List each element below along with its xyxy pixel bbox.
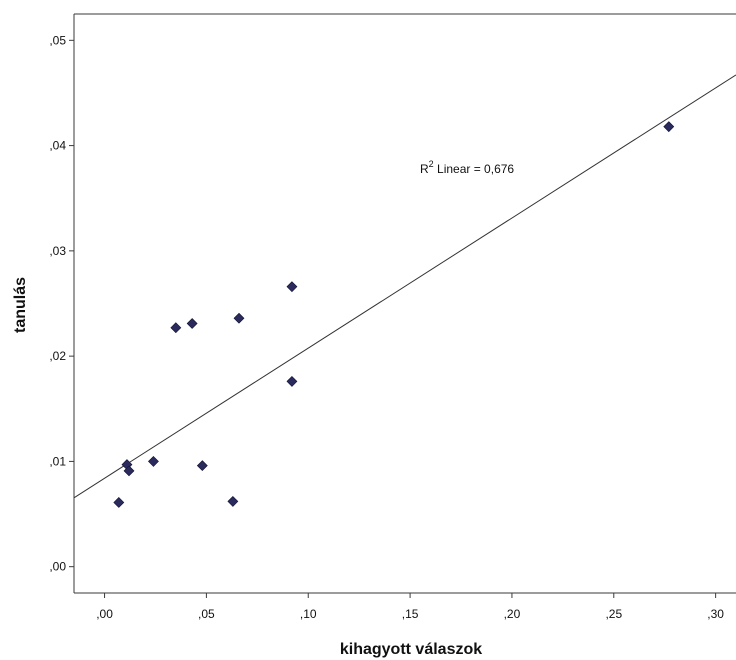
data-points [113,121,675,508]
data-point [227,495,239,507]
x-tick-label: ,25 [605,607,622,621]
data-point [170,322,182,334]
x-axis-title: kihagyott válaszok [340,641,482,658]
x-tick-label: ,10 [300,607,317,621]
data-point [123,465,135,477]
y-axis-ticks: ,00 ,01 ,02 ,03 ,04 ,05 [49,33,74,574]
data-point [113,497,125,508]
x-tick-label: ,20 [504,607,521,621]
data-point [286,281,298,293]
r-squared-superscript: 2 [429,159,434,169]
data-point [148,455,159,467]
x-tick-label: ,30 [707,607,724,621]
data-point [186,318,198,329]
data-point [286,375,298,387]
data-point [196,460,208,472]
axes [73,13,736,594]
data-point [663,121,675,133]
linear-fit-line [73,74,736,499]
x-tick-label: ,15 [402,607,419,621]
x-axis-ticks: ,00 ,05 ,10 ,15 ,20 ,25 ,30 [96,593,724,621]
r-squared-text: Linear = 0,676 [434,162,515,176]
r-squared-prefix: R [420,162,429,176]
y-tick-label: ,01 [49,454,66,468]
r-squared-annotation: R2 Linear = 0,676 [420,159,514,176]
fit-line-group [73,74,736,499]
y-tick-label: ,05 [49,33,66,47]
y-tick-label: ,04 [49,139,66,153]
x-tick-label: ,05 [198,607,215,621]
y-axis-title: tanulás [12,277,29,333]
y-tick-label: ,02 [49,349,66,363]
data-point [233,312,245,324]
x-tick-label: ,00 [96,607,113,621]
y-tick-label: ,03 [49,244,66,258]
y-tick-label: ,00 [49,560,66,574]
